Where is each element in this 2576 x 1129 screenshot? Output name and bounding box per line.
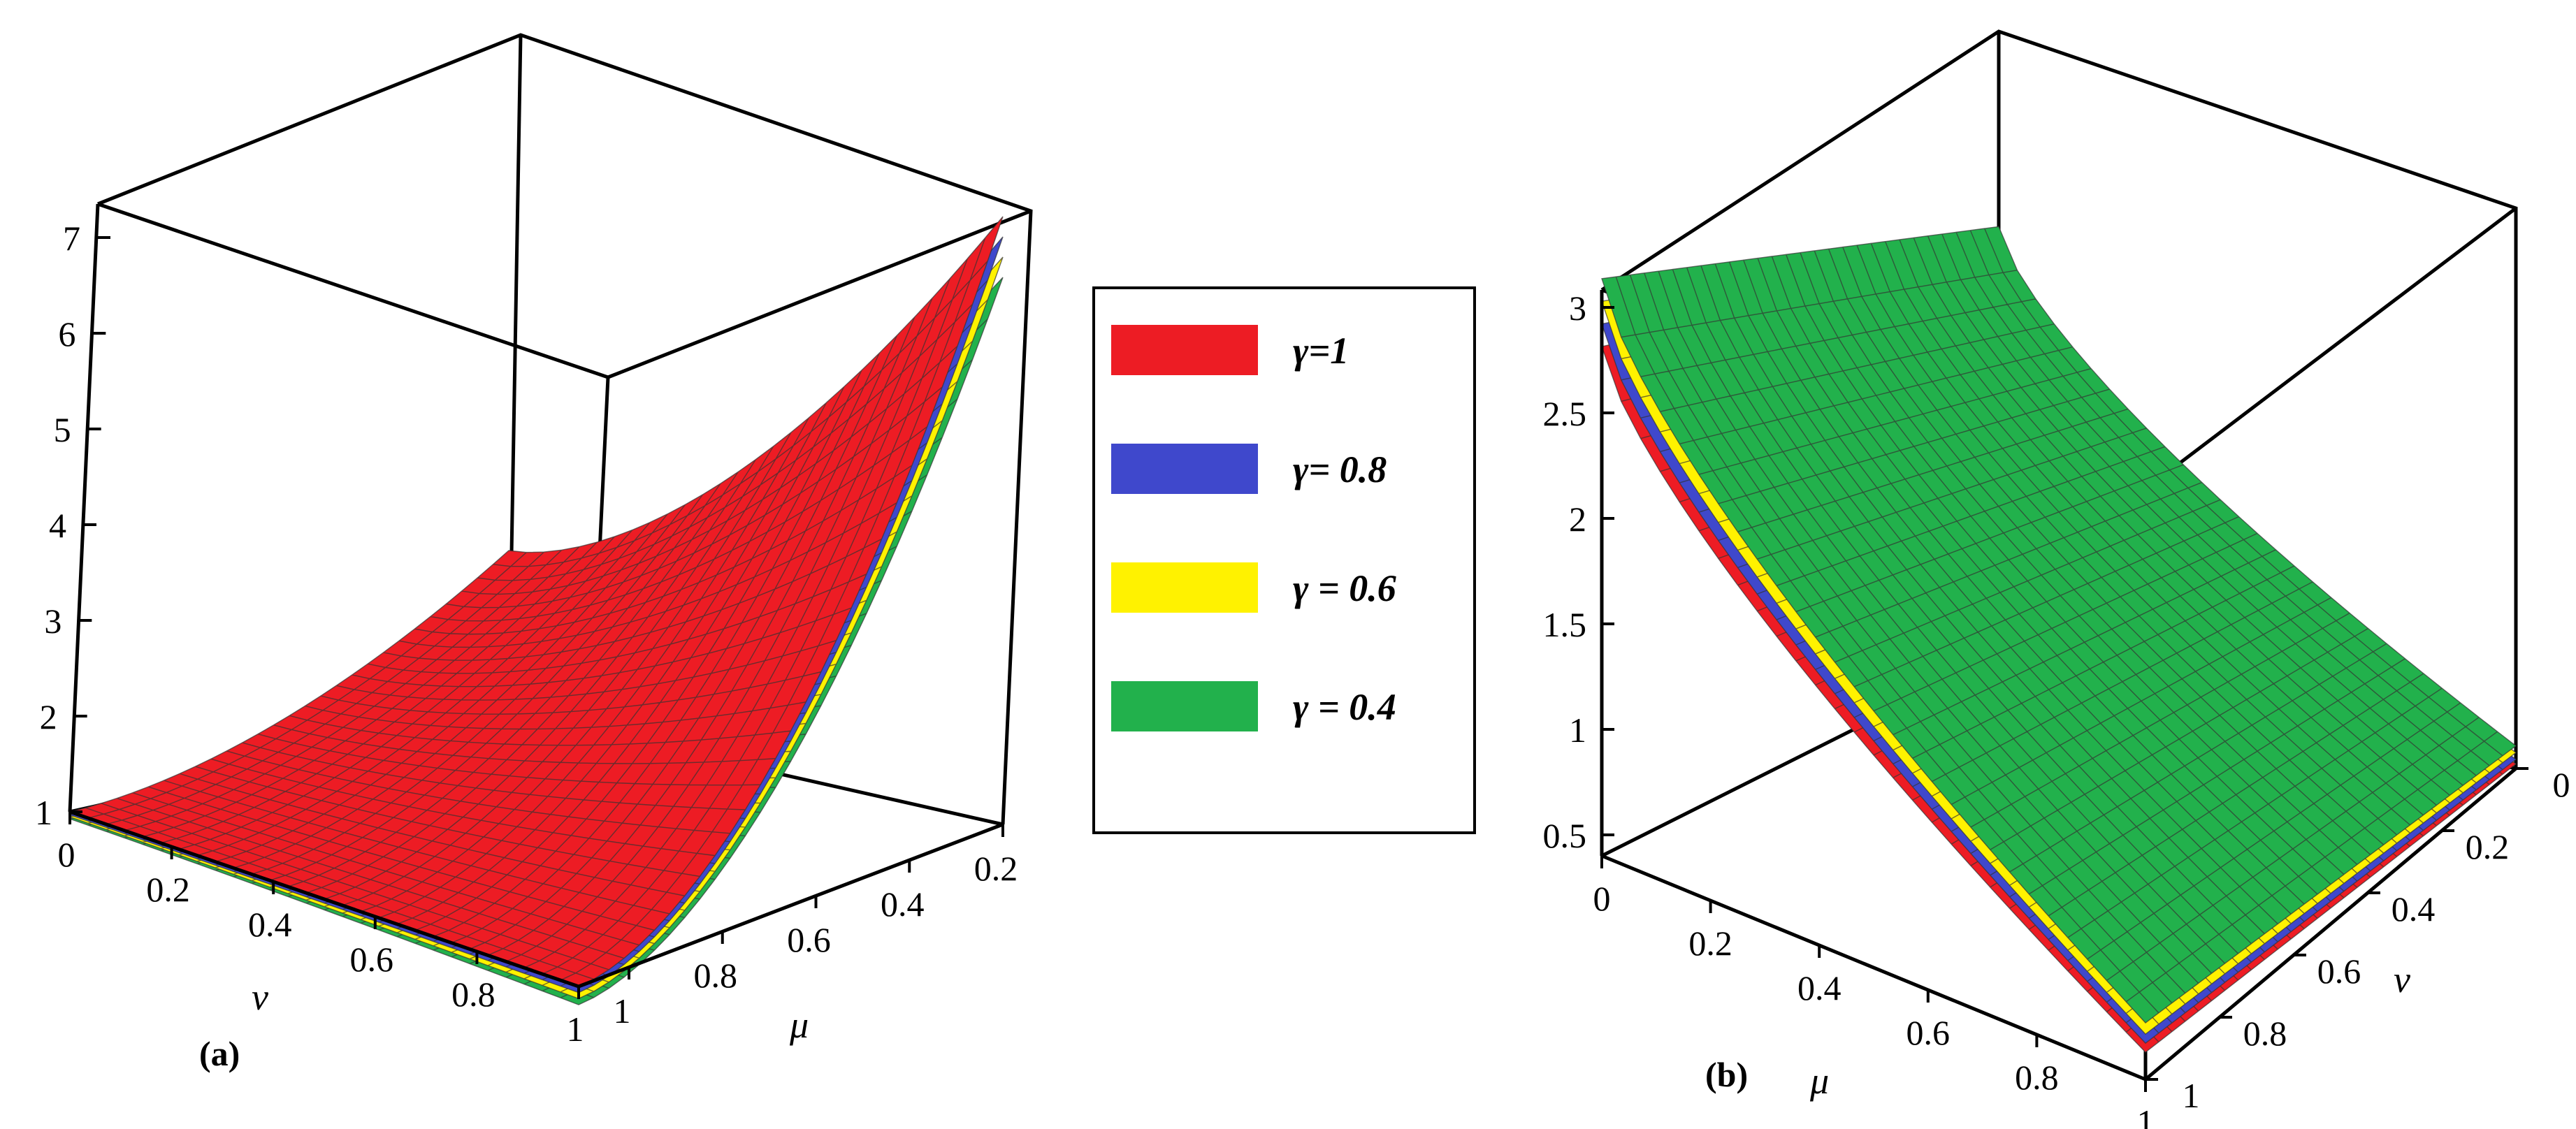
legend-swatch-1 [1111,444,1258,494]
a-z-tick-label-1: 2 [40,697,57,736]
panel-b-chart: 0.511.522.5300.20.40.60.8110.80.60.40.20… [1543,29,2570,1129]
panel-b-label: (b) [1705,1055,1748,1094]
a-z-tick-label-2: 3 [44,602,61,641]
b-z-tick-label-2: 1.5 [1543,605,1587,644]
panel-b-ticks: 0.5 1 1.5 2 2.5 3 0 0.2 0.4 0.6 0.8 1 1 0.8 0.6 0.4 0.2 0 [1543,289,2570,1129]
legend: γ=1 γ= 0.8 γ = 0.6 γ = 0.4 [1092,286,1476,834]
b-z-tick-label-5: 3 [1569,289,1586,328]
a-z-tick-label-4: 5 [54,410,71,449]
b-y-tick-label-0: 1 [2183,1076,2200,1115]
b-z-tick-label-0: 0.5 [1543,816,1587,855]
b-x-tick-label-4: 0.8 [2015,1058,2059,1097]
legend-swatch-3 [1111,681,1258,731]
b-y-tick-label-5: 0 [2553,765,2570,804]
b-y-tick-label-2: 0.6 [2317,952,2361,991]
panel-a-x-axis-label: ν [252,976,268,1018]
legend-swatch-2 [1111,562,1258,613]
a-y-tick-label-0: 1 [614,991,631,1030]
a-y-tick-label-2: 0.6 [787,920,831,959]
b-x-tick-label-3: 0.6 [1906,1013,1951,1052]
b-x-tick-label-1: 0.2 [1688,924,1732,963]
b-y-tick-label-4: 0.2 [2466,827,2510,866]
b-z-tick-label-3: 2 [1569,500,1586,539]
panel-a-surfaces [68,216,1004,1005]
b-y-tick-label-1: 0.8 [2243,1014,2287,1053]
panel-b-surfaces [1601,226,2517,1054]
a-y-tick-label-1: 0.8 [694,956,738,995]
a-z-tick-label-0: 1 [35,793,52,832]
a-y-tick-label-3: 0.4 [881,884,925,924]
a-z-tick-label-3: 4 [49,506,66,545]
panel-a-label: (a) [199,1034,240,1073]
a-x-tick-label-0: 0 [58,835,75,874]
panel-b-y-axis-label: ν [2394,959,2410,1000]
a-x-tick-label-2: 0.4 [248,905,292,944]
b-x-tick-label-5: 1 [2137,1102,2155,1129]
legend-entry-2: γ = 0.6 [1293,567,1396,609]
legend-entry-1: γ= 0.8 [1293,449,1387,490]
panel-a-y-axis-label: μ [789,1004,809,1046]
panel-b-x-axis-label: μ [1809,1060,1829,1102]
surface-b-series-0 [1601,226,2517,1024]
a-x-tick-label-4: 0.8 [451,975,495,1014]
a-x-tick-label-1: 0.2 [146,870,190,909]
a-y-tick-label-4: 0.2 [974,849,1018,888]
a-x-tick-label-3: 0.6 [350,940,394,979]
a-z-tick-label-6: 7 [63,219,80,258]
b-y-tick-label-3: 0.4 [2392,889,2436,928]
a-x-tick-label-5: 1 [567,1010,584,1049]
b-z-tick-label-4: 2.5 [1543,394,1587,433]
panel-a-axes [68,203,1004,989]
b-z-tick-label-1: 1 [1569,711,1586,750]
b-x-tick-label-0: 0 [1593,879,1611,918]
a-z-tick-label-5: 6 [58,314,75,354]
surface-a-series-0 [68,216,1004,987]
b-x-tick-label-2: 0.4 [1797,968,1841,1007]
legend-swatch-0 [1111,325,1258,375]
legend-frame [1092,286,1476,834]
legend-entry-0: γ=1 [1293,330,1349,372]
panel-b-axes [1600,290,2517,1081]
legend-entry-3: γ = 0.4 [1293,686,1396,728]
